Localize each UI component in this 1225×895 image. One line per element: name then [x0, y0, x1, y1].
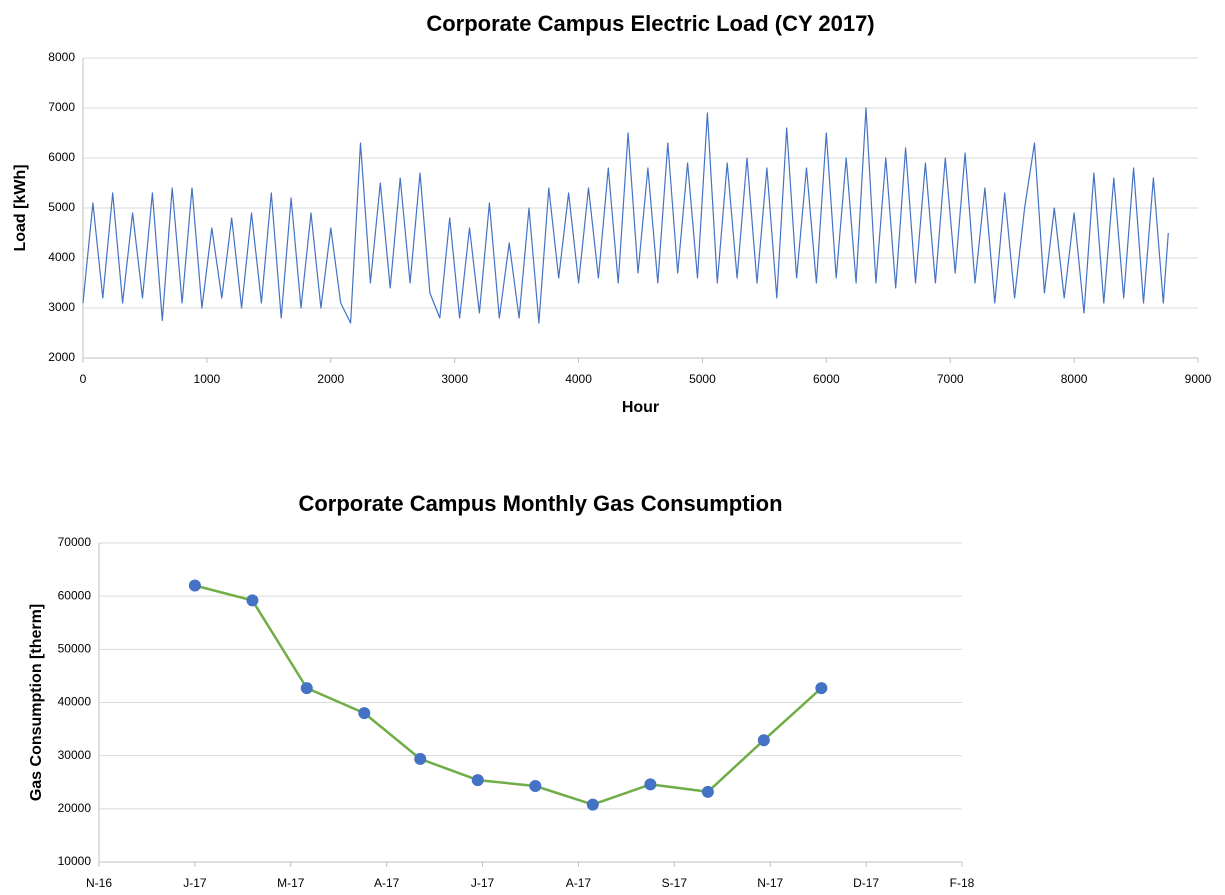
- y-tick-label: 7000: [48, 100, 75, 114]
- x-tick-label: 7000: [937, 372, 964, 386]
- x-tick-label: 2000: [317, 372, 344, 386]
- x-tick-label: A-17: [566, 876, 592, 890]
- chart-title: Corporate Campus Electric Load (CY 2017): [426, 11, 874, 36]
- y-tick-label: 8000: [48, 50, 75, 64]
- x-tick-label: 9000: [1185, 372, 1212, 386]
- y-tick-label: 3000: [48, 300, 75, 314]
- data-point: [529, 779, 542, 792]
- data-point: [471, 774, 484, 787]
- x-tick-label: S-17: [662, 876, 688, 890]
- x-tick-label: 6000: [813, 372, 840, 386]
- series-line: [194, 584, 823, 806]
- x-tick-label: N-16: [86, 876, 112, 890]
- x-tick-label: F-18: [950, 876, 975, 890]
- data-point: [701, 785, 714, 798]
- y-tick-label: 40000: [58, 695, 92, 709]
- y-tick-label: 5000: [48, 200, 75, 214]
- data-point: [586, 798, 599, 811]
- x-tick-label: N-17: [757, 876, 783, 890]
- y-tick-label: 10000: [58, 854, 92, 868]
- x-tick-label: 1000: [194, 372, 221, 386]
- data-point: [246, 594, 259, 607]
- series-line: [82, 107, 1169, 324]
- x-tick-label: J-17: [471, 876, 495, 890]
- y-tick-label: 6000: [48, 150, 75, 164]
- chart: Corporate Campus Electric Load (CY 2017)…: [12, 11, 1211, 416]
- y-axis-title: Gas Consumption [therm]: [28, 604, 45, 801]
- x-tick-label: 5000: [689, 372, 716, 386]
- x-tick-label: D-17: [853, 876, 879, 890]
- y-tick-label: 2000: [48, 350, 75, 364]
- x-tick-label: 3000: [441, 372, 468, 386]
- data-point: [414, 752, 427, 765]
- data-point: [815, 682, 828, 695]
- y-tick-label: 20000: [58, 801, 92, 815]
- x-tick-label: 4000: [565, 372, 592, 386]
- x-tick-label: J-17: [183, 876, 207, 890]
- x-tick-label: A-17: [374, 876, 400, 890]
- y-tick-label: 4000: [48, 250, 75, 264]
- y-tick-label: 60000: [58, 588, 92, 602]
- y-tick-label: 70000: [58, 535, 92, 549]
- chart: Corporate Campus Monthly Gas Consumption…: [28, 491, 974, 890]
- y-axis-title: Load [kWh]: [12, 164, 29, 251]
- chart-title: Corporate Campus Monthly Gas Consumption: [298, 491, 782, 516]
- data-point: [300, 682, 313, 695]
- data-point: [188, 579, 201, 592]
- data-point: [757, 734, 770, 747]
- data-point: [644, 778, 657, 791]
- y-tick-label: 50000: [58, 642, 92, 656]
- x-tick-label: 0: [80, 372, 87, 386]
- y-tick-label: 30000: [58, 748, 92, 762]
- data-point: [358, 707, 371, 720]
- x-tick-label: 8000: [1061, 372, 1088, 386]
- x-axis-title: Hour: [622, 399, 659, 416]
- x-tick-label: M-17: [277, 876, 305, 890]
